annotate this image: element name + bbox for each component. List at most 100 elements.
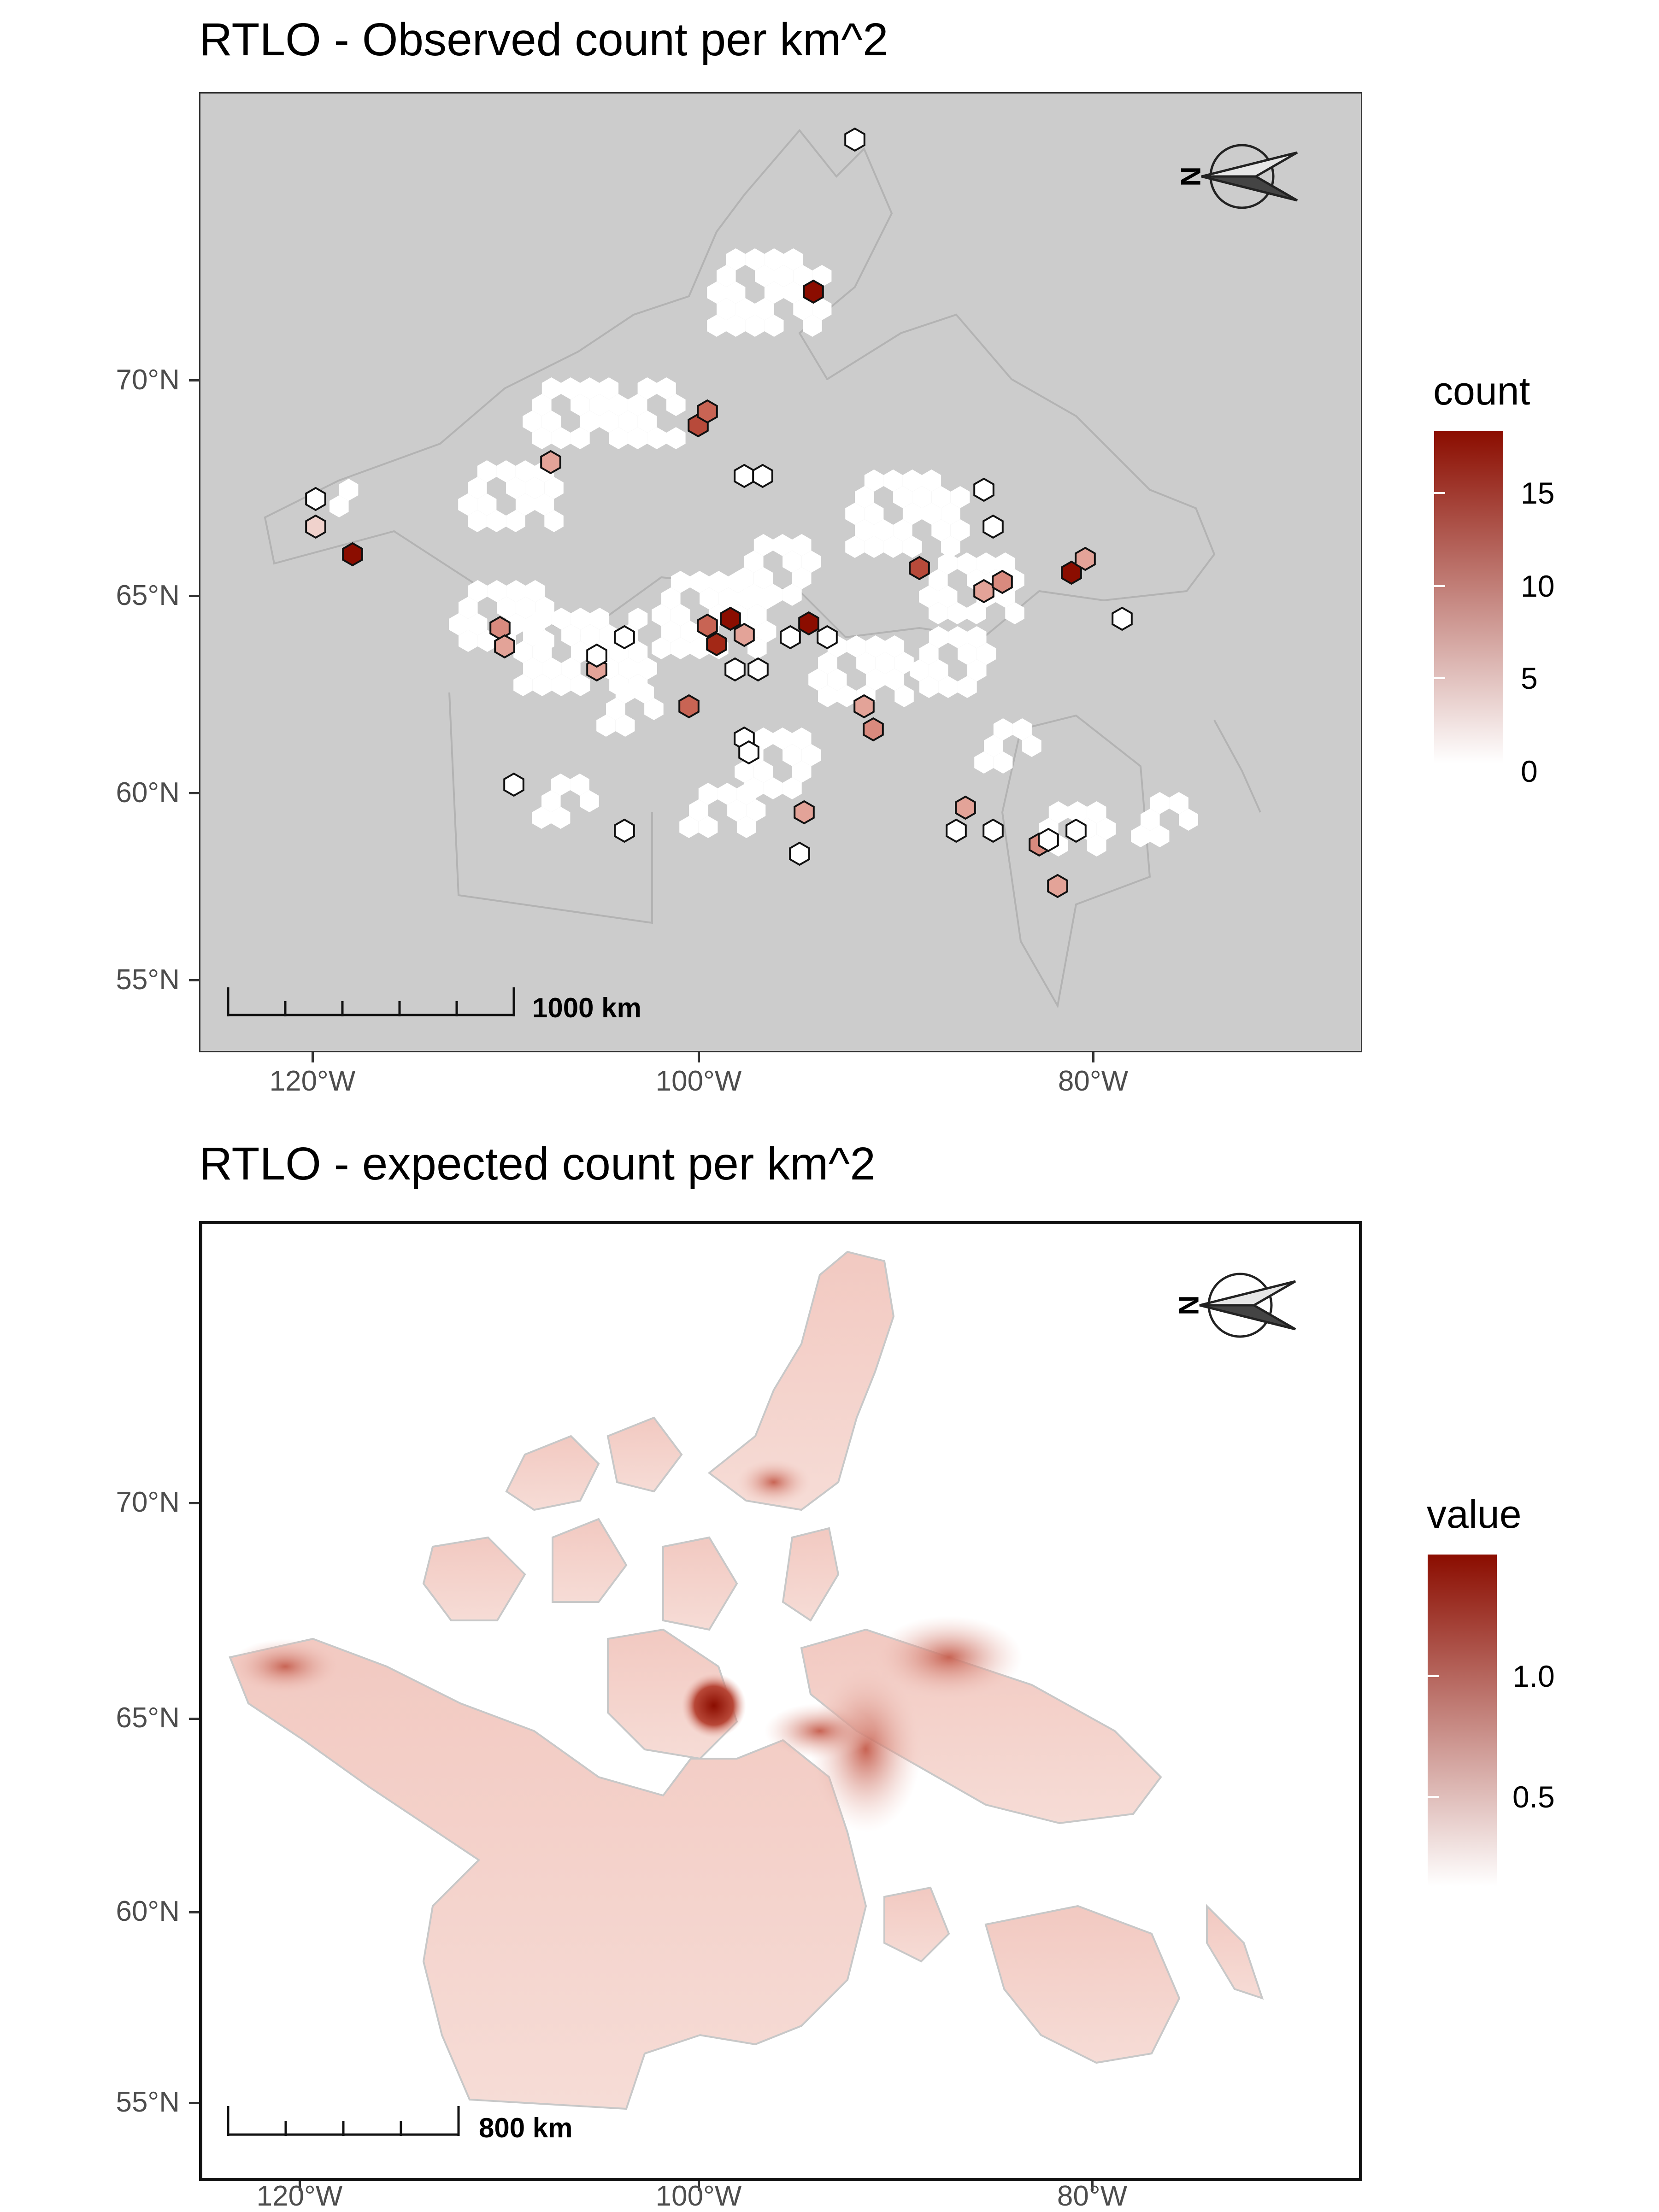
- survey-hexagon: [590, 608, 610, 630]
- survey-hexagon: [628, 394, 647, 416]
- survey-hexagon: [615, 715, 635, 737]
- survey-hexagon: [792, 567, 812, 589]
- survey-hexagon: [967, 602, 986, 624]
- legend-label-10: 10: [1521, 569, 1555, 603]
- y-tick: [189, 792, 199, 794]
- survey-hexagon: [783, 282, 803, 304]
- survey-hexagon: [738, 740, 759, 765]
- x-label-100w: 100°W: [655, 1065, 742, 1097]
- survey-hexagon: [801, 744, 821, 766]
- survey-hexagon: [1096, 818, 1116, 840]
- survey-hexagon: [938, 586, 958, 608]
- survey-hexagon: [628, 427, 647, 449]
- survey-hexagon: [532, 608, 552, 630]
- scale-bar-label: 800 km: [479, 2112, 573, 2143]
- survey-hexagon: [571, 608, 590, 630]
- survey-hexagon: [745, 248, 765, 270]
- survey-hexagon: [735, 761, 754, 783]
- survey-hexagon: [477, 493, 497, 516]
- survey-hexagon: [958, 676, 977, 698]
- survey-hexagon: [644, 698, 664, 720]
- survey-hexagon: [747, 604, 767, 626]
- survey-hexagon: [652, 604, 671, 626]
- survey-hexagon: [1087, 801, 1106, 823]
- legend-tick: [1428, 1675, 1439, 1677]
- survey-hexagon: [837, 685, 857, 707]
- survey-hexagon: [618, 411, 638, 433]
- survey-hexagon: [570, 774, 589, 796]
- survey-hexagon: [1068, 801, 1087, 823]
- survey-hexagon: [700, 587, 719, 610]
- survey-hexagon: [516, 597, 535, 619]
- survey-hexagon: [922, 469, 941, 492]
- survey-hexagon: [973, 477, 994, 502]
- survey-hexagon: [541, 377, 561, 399]
- survey-hexagon: [801, 551, 821, 573]
- survey-hexagon: [580, 790, 599, 812]
- survey-hexagon: [993, 751, 1013, 774]
- survey-hexagon: [812, 298, 832, 320]
- x-tick: [698, 1052, 700, 1062]
- survey-hexagon: [912, 486, 932, 508]
- survey-hexagon: [902, 469, 922, 492]
- survey-hexagon: [707, 282, 726, 304]
- survey-hexagon: [609, 427, 628, 449]
- survey-hexagon: [755, 265, 774, 287]
- survey-hexagon: [865, 669, 885, 691]
- y-label-55: 55°N: [116, 964, 180, 996]
- survey-hexagon: [995, 552, 1015, 575]
- survey-hexagon: [459, 630, 478, 652]
- survey-hexagon: [718, 783, 737, 805]
- survey-hexagon: [789, 841, 810, 866]
- legend-colorbar-value: [1428, 1555, 1497, 1886]
- survey-hexagon: [967, 626, 987, 648]
- survey-hexagon: [690, 571, 709, 593]
- observed-map-panel: N 1000 km: [199, 92, 1362, 1052]
- survey-hexagon: [637, 377, 657, 399]
- survey-hexagon: [734, 464, 755, 488]
- survey-hexagon: [774, 265, 794, 287]
- north-arrow: N: [1175, 144, 1298, 209]
- expected-map-panel: N 800 km: [199, 1221, 1362, 2181]
- y-label-55: 55°N: [116, 2086, 180, 2118]
- survey-hexagon: [561, 657, 581, 680]
- expected-map-svg: N: [227, 1250, 1296, 2136]
- survey-hexagon: [580, 377, 600, 399]
- survey-hexagon: [798, 611, 819, 636]
- survey-hexagon: [666, 427, 686, 449]
- survey-hexagon: [532, 641, 552, 663]
- survey-hexagon: [535, 493, 554, 516]
- land-outline: [264, 129, 1261, 1009]
- survey-hexagon: [523, 411, 542, 433]
- survey-hexagon: [938, 552, 958, 575]
- survey-hexagon: [844, 127, 865, 152]
- survey-hexagon: [735, 298, 755, 320]
- survey-hexagon: [718, 587, 738, 610]
- survey-hexagon: [618, 657, 638, 680]
- survey-hexagon: [755, 298, 774, 320]
- survey-hexagon: [883, 469, 903, 492]
- survey-hexagon: [931, 486, 951, 508]
- survey-hexagon: [812, 265, 832, 287]
- survey-hexagon: [329, 495, 349, 517]
- survey-hexagon: [468, 477, 487, 499]
- survey-hexagon: [1112, 606, 1133, 631]
- survey-hexagon: [764, 248, 784, 270]
- survey-hexagon: [902, 503, 922, 525]
- survey-hexagon: [783, 248, 803, 270]
- survey-hexagon: [929, 569, 948, 591]
- survey-hexagon: [487, 580, 506, 602]
- survey-hexagon: [856, 652, 876, 674]
- survey-hexagon: [599, 377, 619, 399]
- survey-hexagon: [589, 394, 609, 416]
- legend-colorbar-count: [1434, 431, 1503, 763]
- survey-hexagon: [720, 606, 741, 631]
- survey-hexagon: [909, 556, 930, 581]
- survey-hexagon: [679, 816, 699, 838]
- north-arrow: N: [1173, 1273, 1296, 1338]
- survey-hexagon: [698, 816, 718, 838]
- survey-hexagon: [893, 519, 912, 541]
- survey-hexagon: [661, 587, 681, 610]
- survey-hexagon: [638, 657, 657, 680]
- survey-hexagon: [773, 728, 792, 750]
